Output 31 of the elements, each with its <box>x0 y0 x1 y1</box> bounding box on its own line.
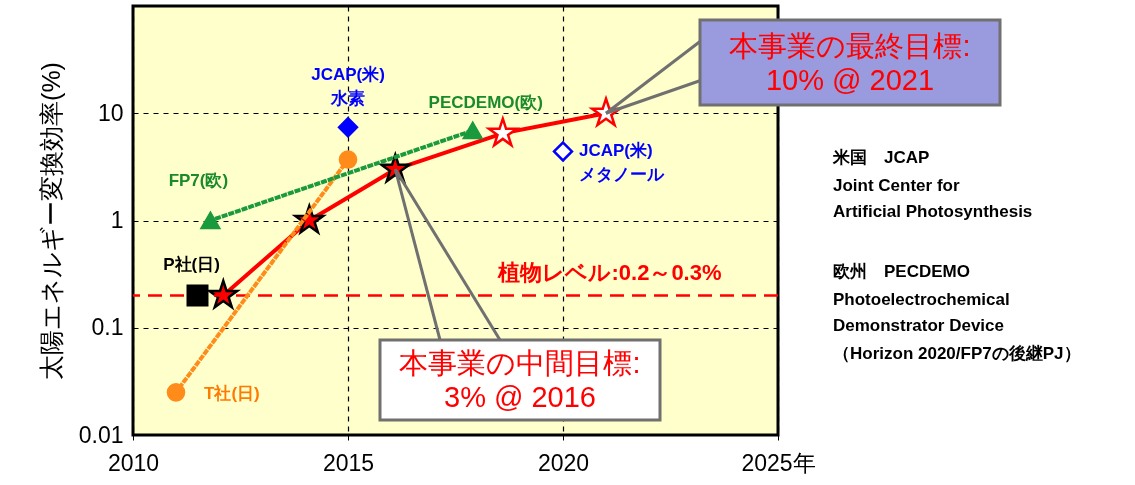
y-tick-label: 10 <box>97 99 124 126</box>
y-tick-label: 0.01 <box>78 421 124 448</box>
text: Joint Center for <box>833 176 960 195</box>
text: （Horizon 2020/FP7の後継PJ） <box>833 344 1081 363</box>
annotation: JCAP(米) メタノール <box>579 141 665 185</box>
x-tick-label: 2025年 <box>741 449 816 476</box>
y-axis-title: 太陽エネルギー変換効率(%) <box>36 62 65 380</box>
ref-line-label: 植物レベル:0.2～0.3% <box>497 260 722 286</box>
text: Artificial Photosynthesis <box>833 202 1033 221</box>
point <box>337 117 359 138</box>
text: Photoelectrochemical <box>833 290 1010 309</box>
text: 欧州 PECDEMO <box>833 262 970 281</box>
x-tick-label: 2010 <box>107 449 160 476</box>
x-tick-label: 2015 <box>322 449 375 476</box>
text: 米国 JCAP <box>832 148 930 167</box>
annotation: 本事業の最終目標: 10% @ 2021 <box>729 29 971 96</box>
annotation: 本事業の中間目標: 3% @ 2016 <box>399 347 641 413</box>
point <box>166 383 186 402</box>
annotation: P社(日) <box>163 255 220 275</box>
y-tick-label: 0.1 <box>91 314 124 341</box>
point <box>338 150 358 169</box>
x-tick-label: 2020 <box>537 449 590 476</box>
point <box>208 277 241 311</box>
annotation: JCAP(米) 水素 <box>311 65 385 109</box>
annotation: T社(日) <box>204 384 260 404</box>
y-tick-label: 1 <box>110 207 124 233</box>
point <box>186 284 209 307</box>
annotation: PECDEMO(欧) <box>428 92 543 112</box>
annotation: FP7(欧) <box>168 170 229 190</box>
point <box>552 141 574 162</box>
text: Demonstrator Device <box>833 316 1005 335</box>
